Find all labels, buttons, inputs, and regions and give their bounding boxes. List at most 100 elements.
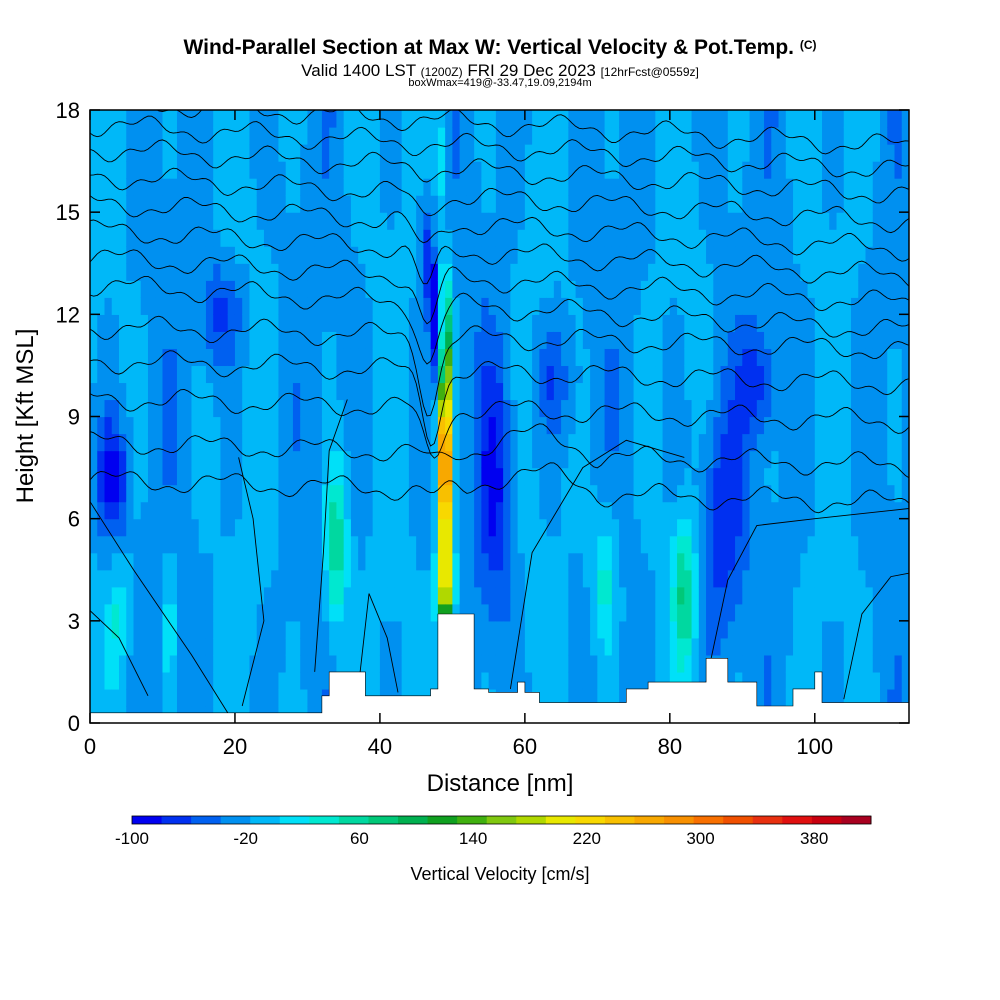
field-cell: [227, 280, 236, 298]
field-cell: [814, 569, 823, 588]
field-cell: [822, 484, 830, 503]
field-cell: [271, 382, 280, 401]
field-cell: [416, 450, 424, 469]
field-cell: [749, 127, 758, 145]
field-cell: [604, 501, 613, 520]
field-cell: [503, 263, 511, 281]
field-cell: [582, 637, 591, 656]
field-cell: [147, 297, 156, 315]
field-cell: [648, 467, 656, 486]
field-cell: [104, 433, 113, 452]
field-cell: [104, 144, 113, 162]
field-cell: [640, 671, 649, 690]
field-cell: [807, 433, 816, 452]
field-cell: [698, 433, 707, 452]
field-cell: [118, 450, 127, 469]
field-cell: [111, 535, 120, 554]
field-cell: [713, 416, 722, 435]
field-cell: [408, 654, 417, 673]
field-cell: [401, 144, 410, 162]
field-cell: [771, 110, 780, 128]
field-cell: [423, 195, 432, 213]
field-cell: [394, 399, 403, 418]
field-cell: [785, 433, 794, 452]
field-cell: [894, 671, 903, 690]
field-cell: [575, 314, 584, 332]
field-cell: [539, 212, 548, 230]
field-cell: [372, 416, 381, 435]
field-cell: [510, 348, 519, 367]
field-cell: [227, 212, 236, 230]
field-cell: [800, 195, 809, 213]
field-cell: [800, 569, 809, 588]
field-cell: [227, 178, 236, 196]
field-cell: [97, 280, 106, 298]
field-cell: [756, 586, 765, 605]
field-cell: [307, 144, 316, 162]
field-cell: [162, 195, 171, 213]
field-cell: [213, 535, 222, 554]
field-cell: [495, 620, 504, 639]
field-cell: [111, 348, 120, 367]
field-cell: [546, 569, 555, 588]
field-cell: [307, 263, 316, 281]
field-cell: [843, 518, 852, 537]
field-cell: [561, 654, 569, 673]
field-cell: [227, 535, 236, 554]
field-cell: [778, 229, 787, 247]
field-cell: [133, 603, 142, 622]
field-cell: [271, 263, 280, 281]
field-cell: [691, 331, 700, 349]
field-cell: [97, 263, 106, 281]
field-cell: [423, 433, 432, 452]
field-cell: [416, 365, 424, 384]
field-cell: [459, 212, 468, 230]
field-cell: [205, 603, 214, 622]
field-cell: [394, 586, 403, 605]
field-cell: [684, 348, 693, 367]
field-cell: [213, 144, 222, 162]
field-cell: [263, 518, 272, 537]
field-cell: [814, 365, 823, 384]
field-cell: [691, 212, 700, 230]
field-cell: [394, 365, 403, 384]
field-cell: [285, 637, 294, 656]
field-cell: [872, 280, 881, 298]
field-cell: [503, 110, 511, 128]
field-cell: [495, 603, 504, 622]
field-cell: [285, 365, 294, 384]
field-cell: [648, 586, 656, 605]
field-cell: [655, 416, 664, 435]
field-cell: [880, 416, 888, 435]
field-cell: [546, 178, 555, 196]
field-cell: [532, 569, 540, 588]
field-cell: [524, 195, 533, 213]
field-cell: [575, 178, 584, 196]
field-cell: [387, 416, 396, 435]
field-cell: [865, 331, 874, 349]
field-cell: [829, 654, 838, 673]
field-cell: [735, 297, 743, 315]
field-cell: [582, 467, 591, 486]
field-cell: [822, 144, 830, 162]
field-cell: [300, 586, 309, 605]
field-cell: [807, 161, 816, 179]
field-cell: [539, 569, 548, 588]
field-cell: [742, 620, 751, 639]
field-cell: [430, 161, 439, 179]
field-cell: [698, 535, 707, 554]
field-cell: [256, 110, 265, 128]
field-cell: [553, 280, 562, 298]
field-cell: [597, 484, 606, 503]
field-cell: [894, 467, 903, 486]
field-cell: [97, 484, 106, 503]
field-cell: [162, 263, 171, 281]
field-cell: [198, 399, 207, 418]
field-cell: [510, 246, 519, 264]
field-cell: [423, 144, 432, 162]
field-cell: [858, 535, 867, 554]
field-cell: [213, 450, 222, 469]
field-cell: [575, 535, 584, 554]
field-cell: [329, 569, 338, 588]
field-cell: [553, 331, 562, 349]
